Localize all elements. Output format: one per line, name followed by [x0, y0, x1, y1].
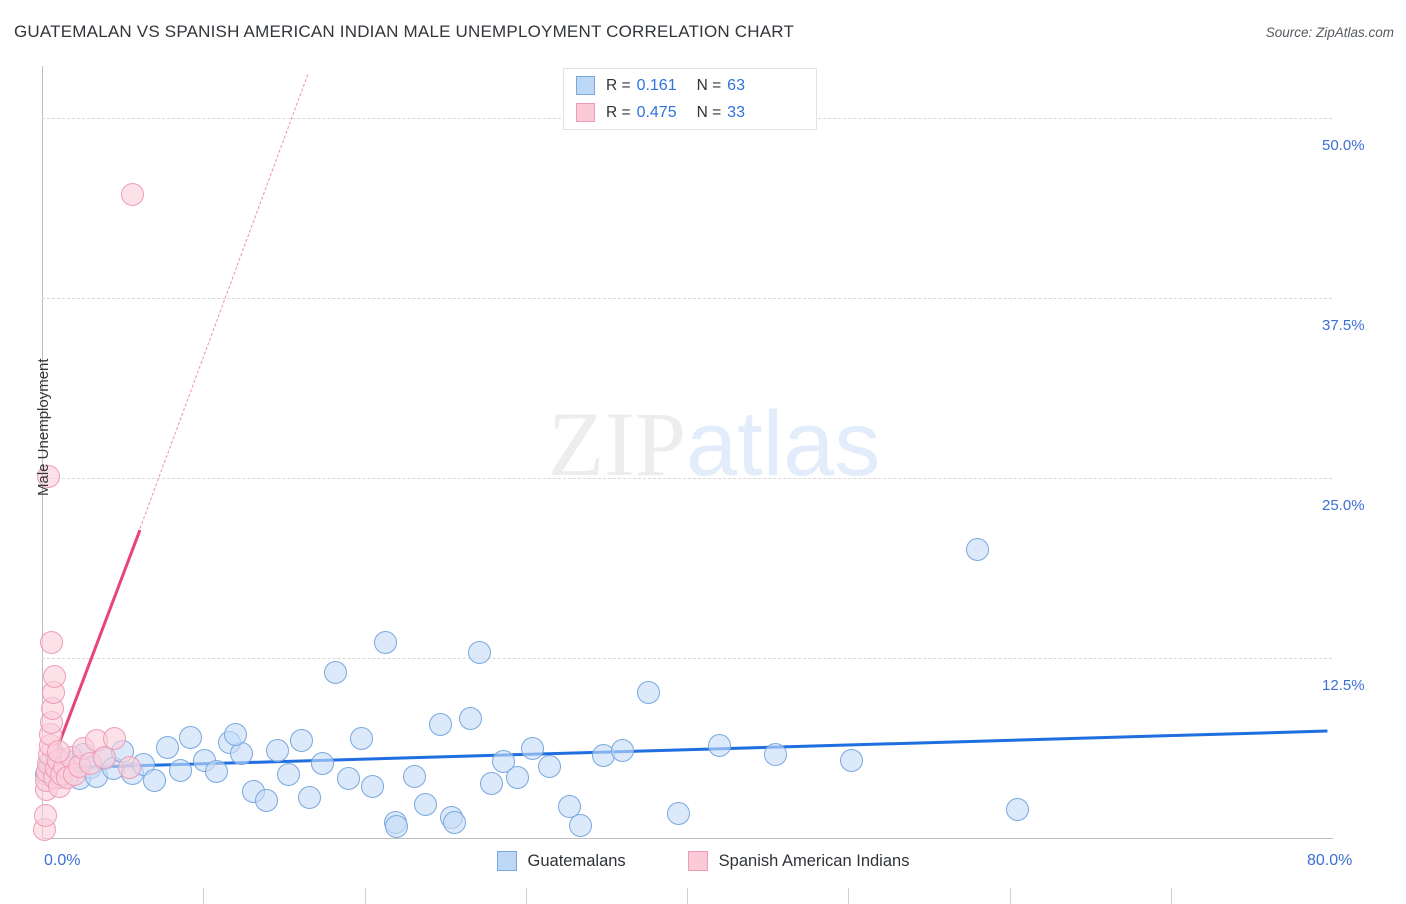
data-point: [443, 810, 467, 834]
data-point: [298, 786, 322, 810]
x-axis-tick: [1170, 888, 1172, 904]
legend-item-spanish-american-indians[interactable]: Spanish American Indians: [687, 851, 910, 871]
y-axis-label: 25.0%: [1322, 496, 1365, 514]
data-point: [224, 722, 247, 746]
data-point: [538, 754, 562, 778]
legend-label-guatemalans: Guatemalans: [527, 851, 626, 870]
data-point: [569, 813, 593, 837]
y-axis-label: 12.5%: [1322, 677, 1365, 694]
plot-area: ZIPatlas Male Unemployment: [32, 66, 1332, 904]
data-point: [764, 743, 788, 766]
page-title: GUATEMALAN VS SPANISH AMERICAN INDIAN MA…: [14, 22, 795, 41]
data-point: [611, 738, 634, 762]
x-axis-tick: [203, 888, 205, 904]
stats-n-value-blue: 63: [727, 76, 745, 94]
watermark-zip: ZIP: [548, 393, 686, 495]
x-axis-label-min: 0.0%: [44, 852, 81, 869]
gridline: [42, 477, 1332, 479]
data-point: [143, 768, 167, 792]
data-point: [349, 727, 373, 751]
zipatlas-watermark: ZIPatlas: [548, 398, 880, 490]
stats-n-label-blue: N =: [696, 76, 722, 94]
data-point: [403, 764, 426, 788]
data-point: [37, 465, 60, 488]
data-point: [520, 737, 544, 761]
x-axis-tick: [687, 888, 688, 904]
trend-line-dashed-extension: [139, 74, 309, 529]
correlation-stats-box: R = 0.161 N = 63 R = 0.475 N = 33: [563, 68, 817, 130]
data-point: [254, 789, 278, 813]
watermark-atlas: atlas: [686, 393, 881, 495]
x-axis-tick: [1009, 888, 1011, 904]
data-point: [385, 815, 409, 838]
data-point: [120, 182, 144, 206]
data-point: [156, 735, 180, 759]
data-point: [117, 755, 141, 779]
data-point: [480, 771, 504, 795]
series-legend: Guatemalans Spanish American Indians: [0, 851, 1406, 871]
data-point: [374, 630, 397, 654]
data-point: [667, 802, 691, 825]
gridline: [42, 297, 1332, 299]
legend-label-spanish-american-indians: Spanish American Indians: [718, 851, 910, 870]
stats-swatch-pink: [576, 103, 595, 122]
data-point: [46, 740, 70, 764]
source-attribution: Source: ZipAtlas.com: [1265, 25, 1394, 40]
x-axis-line: [42, 838, 1333, 839]
data-point: [965, 538, 989, 562]
legend-swatch-blue: [496, 851, 517, 871]
data-point: [169, 758, 193, 782]
stats-r-value-blue: 0.161: [636, 76, 677, 94]
stats-r-value-pink: 0.475: [636, 103, 677, 121]
gridline: [42, 658, 1332, 659]
legend-item-guatemalans[interactable]: Guatemalans: [496, 851, 626, 871]
stats-r-label-pink: R =: [606, 103, 631, 121]
stats-r-label-blue: R =: [606, 76, 631, 94]
data-point: [265, 738, 289, 762]
stats-n-value-pink: 33: [727, 103, 745, 121]
data-point: [707, 734, 731, 758]
x-axis-label-max: 80.0%: [1307, 852, 1353, 869]
legend-swatch-pink: [687, 851, 708, 871]
data-point: [467, 640, 491, 664]
data-point: [42, 665, 66, 689]
data-point: [636, 681, 660, 704]
stats-n-label-pink: N =: [696, 103, 722, 121]
x-axis-tick: [364, 888, 366, 904]
data-point: [33, 803, 57, 827]
data-point: [178, 725, 202, 749]
stats-row-spanish-american-indians: R = 0.475 N = 33: [576, 99, 804, 126]
data-point: [277, 763, 301, 787]
data-point: [103, 727, 127, 751]
data-point: [40, 630, 64, 654]
data-point: [840, 748, 863, 772]
y-axis-line: [42, 66, 43, 838]
data-point: [459, 707, 483, 730]
data-point: [324, 660, 347, 684]
y-axis-label: 37.5%: [1322, 316, 1365, 334]
y-axis-label: 50.0%: [1322, 136, 1365, 154]
x-axis-tick: [848, 888, 850, 904]
data-point: [290, 728, 314, 752]
x-axis-tick: [525, 888, 527, 904]
stats-row-guatemalans: R = 0.161 N = 63: [576, 72, 804, 99]
data-point: [204, 760, 228, 784]
data-point: [506, 766, 530, 789]
data-point: [491, 750, 515, 774]
data-point: [336, 767, 360, 791]
data-point: [428, 712, 452, 736]
data-point: [414, 793, 438, 817]
data-point: [1006, 797, 1030, 821]
data-point: [93, 745, 117, 769]
stats-swatch-blue: [576, 76, 595, 95]
data-point: [361, 774, 385, 798]
data-point: [557, 794, 581, 818]
y-axis-title: Male Unemployment: [35, 358, 52, 496]
data-point: [311, 751, 335, 775]
